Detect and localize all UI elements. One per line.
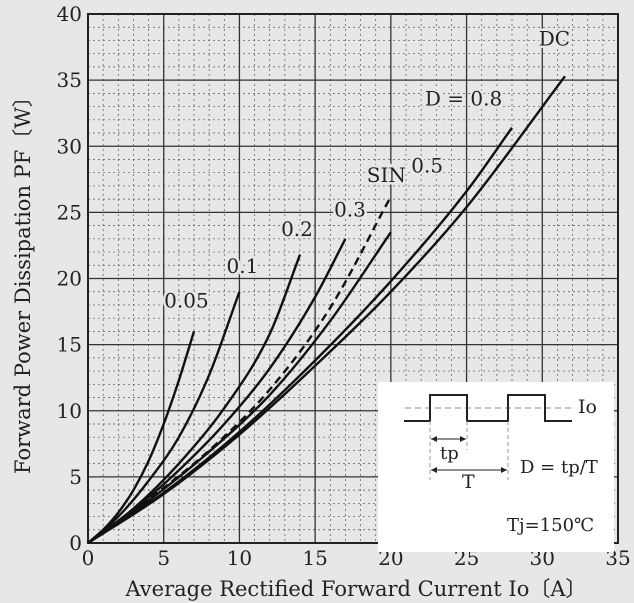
- x-axis-label: Average Rectified Forward Current Io〔A〕: [124, 577, 586, 601]
- y-tick-label: 20: [57, 267, 82, 291]
- series-line-7: [87, 75, 566, 545]
- curve-label-4: SIN: [367, 163, 406, 187]
- y-tick-label: 15: [57, 333, 82, 357]
- inset-t-label: T: [462, 471, 475, 493]
- plot-border: [87, 13, 619, 544]
- series-line-3: [87, 238, 347, 544]
- y-tick-label: 10: [57, 399, 82, 423]
- curve-label-7: DC: [539, 27, 570, 51]
- curve-label-1: 0.1: [227, 254, 259, 278]
- y-tick-label: 40: [57, 2, 82, 26]
- curve-label-2: 0.2: [281, 217, 313, 241]
- inset-condition: Tj=150℃: [507, 515, 594, 536]
- x-tick-label: 15: [302, 546, 327, 570]
- plot-frame: [87, 13, 619, 544]
- x-tick-label: 0: [82, 546, 95, 570]
- y-tick-label: 0: [69, 531, 82, 555]
- series-line-1: [87, 291, 241, 544]
- inset-pulse-waveform: [404, 394, 572, 422]
- inset-box: [378, 382, 614, 552]
- inset-io-label: Io: [578, 396, 597, 418]
- y-tick-label: 35: [57, 68, 82, 92]
- y-axis-label: Forward Power Dissipation PF〔W〕: [11, 86, 35, 474]
- inset-tp-label: tp: [440, 443, 459, 464]
- series-group: [87, 75, 566, 545]
- inset-formula: D = tp/T: [520, 457, 598, 478]
- y-tick-label: 25: [57, 200, 82, 224]
- y-tick-label: 5: [69, 465, 82, 489]
- y-tick-label: 30: [57, 134, 82, 158]
- curve-label-6: D = 0.8: [425, 86, 502, 110]
- x-tick-label: 5: [157, 546, 170, 570]
- curve-label-5: 0.5: [411, 154, 443, 178]
- series-line-4: [87, 195, 392, 544]
- curve-label-0: 0.05: [164, 289, 209, 313]
- x-tick-label: 10: [227, 546, 252, 570]
- series-line-5: [87, 231, 392, 544]
- curve-label-3: 0.3: [334, 197, 366, 221]
- waveform-inset: Io tp T D = tp/T Tj=150℃: [378, 382, 614, 552]
